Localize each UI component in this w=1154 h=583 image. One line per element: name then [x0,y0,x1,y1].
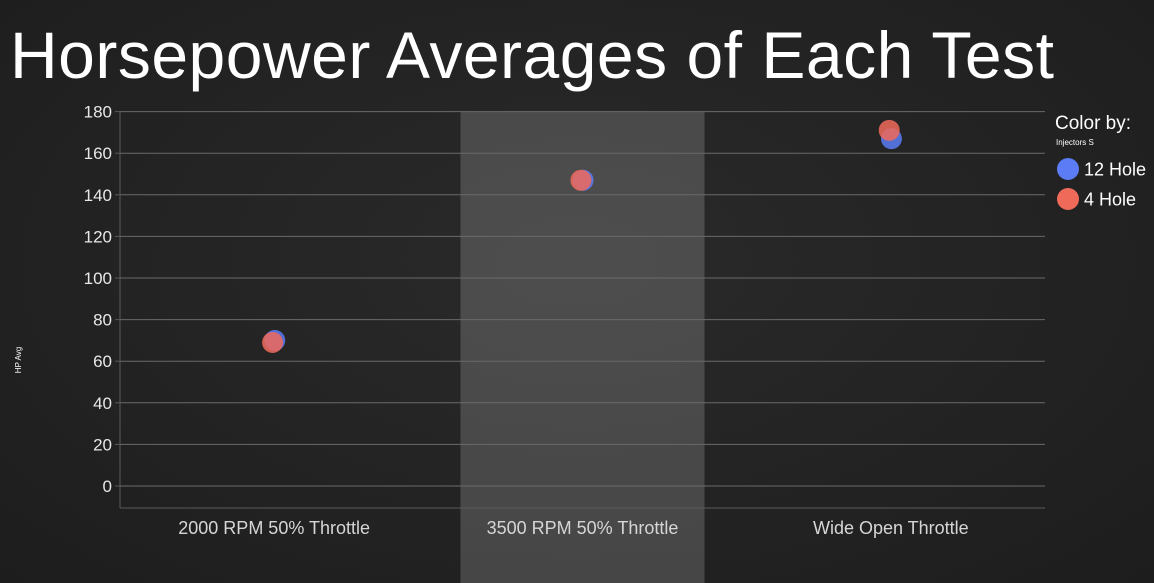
legend: Color by: Injectors S 12 Hole 4 Hole [1055,113,1146,210]
y-axis-label: HP Avg [14,347,23,373]
y-tick-label: 40 [93,394,112,413]
slide-title: Horsepower Averages of Each Test [10,18,1055,92]
data-point[interactable] [570,169,592,191]
data-point[interactable] [878,119,900,141]
legend-label[interactable]: 4 Hole [1084,190,1136,210]
y-tick-label: 20 [93,435,112,454]
y-tick-label: 140 [84,186,112,205]
legend-subtitle: Injectors S [1056,138,1094,147]
y-tick-label: 180 [84,103,112,122]
legend-marker [1057,158,1079,180]
y-tick-label: 80 [93,311,112,330]
x-category-label: Wide Open Throttle [813,518,969,538]
y-tick-label: 0 [103,477,112,496]
y-tick-label: 60 [93,352,112,371]
legend-label[interactable]: 12 Hole [1084,160,1146,180]
y-tick-label: 120 [84,227,112,246]
data-point[interactable] [262,331,284,353]
legend-title: Color by: [1055,113,1131,134]
y-tick-label: 100 [84,269,112,288]
legend-marker [1057,188,1079,210]
x-category-label: 2000 RPM 50% Throttle [178,518,370,538]
x-category-label: 3500 RPM 50% Throttle [487,518,679,538]
y-tick-label: 160 [84,144,112,163]
